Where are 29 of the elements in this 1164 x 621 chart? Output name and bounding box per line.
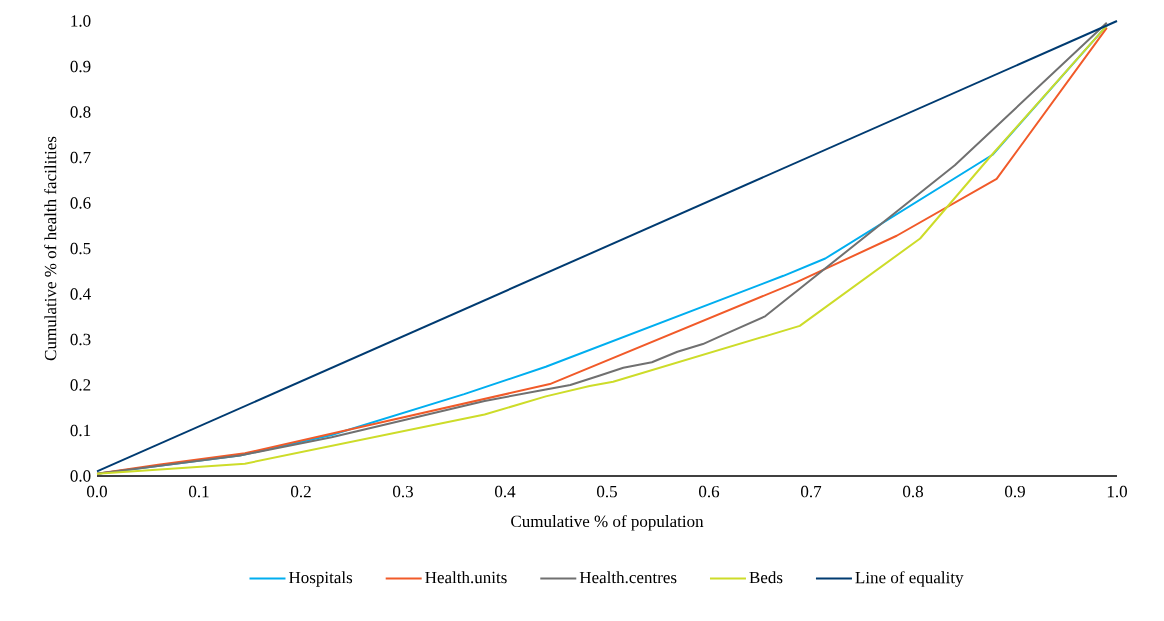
legend-label: Health.centres [579,571,677,584]
y-tick-label: 0.7 [70,151,91,164]
x-tick-label: 0.5 [597,485,617,498]
x-tick-label: 0.4 [495,485,516,498]
y-tick-label: 0.3 [70,333,91,346]
legend-label: Line of equality [855,571,964,587]
x-axis-title: Cumulative % of population [511,514,704,531]
y-tick-label: 0.4 [70,288,91,300]
y-axis-title: Cumulative % of health facilities [44,136,57,361]
x-tick-label: 1.0 [1107,485,1127,498]
x-tick-label: 0.9 [1005,485,1025,498]
y-tick-label: 1.0 [71,15,91,27]
x-tick-label: 0.1 [189,485,209,498]
x-tick-label: 0.8 [903,485,923,498]
y-tick-label: 0.9 [70,60,91,73]
x-tick-label: 0.3 [393,485,413,498]
y-tick-label: 0.8 [70,106,91,118]
x-tick-label: 0.2 [291,485,311,498]
y-tick-label: 0.0 [70,470,91,482]
x-tick-label: 0.6 [699,485,720,498]
x-tick-label: 0.0 [87,485,107,498]
legend-label: Beds [749,571,783,584]
x-tick-label: 0.7 [801,485,822,498]
y-tick-label: 0.1 [70,424,91,437]
y-tick-label: 0.5 [70,242,91,255]
legend-label: Health.units [425,571,507,584]
y-tick-label: 0.6 [70,197,91,209]
legend-label: Hospitals [288,571,353,587]
y-tick-label: 0.2 [70,379,91,391]
